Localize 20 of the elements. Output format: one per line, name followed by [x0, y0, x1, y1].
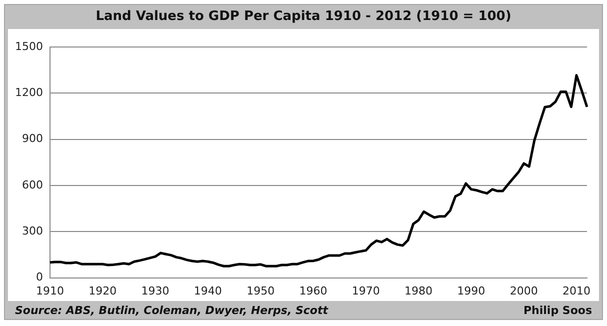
x-tick-label: 1930	[141, 284, 170, 298]
source-note: Source: ABS, Butlin, Coleman, Dwyer, Herps, Scott	[15, 304, 328, 317]
y-tick-label: 900	[22, 132, 43, 146]
chart-title: Land Values to GDP Per Capita 1910 - 2012 (1910 = 100)	[94, 8, 512, 26]
y-tick-label: 300	[22, 224, 43, 238]
x-tick-label: 1970	[352, 284, 380, 298]
x-tick-label: 1910	[36, 284, 64, 298]
y-tick-label: 600	[22, 178, 43, 192]
x-tick-label: 1990	[457, 284, 486, 298]
x-tick-label: 1980	[404, 284, 433, 298]
x-tick-label: 1960	[299, 284, 328, 298]
x-tick-label: 1940	[194, 284, 222, 298]
y-tick-label: 1500	[14, 40, 43, 53]
y-tick-label: 1200	[14, 86, 43, 100]
x-tick-label: 2010	[562, 284, 590, 298]
x-tick-label: 1920	[88, 284, 117, 298]
x-tick-label: 2000	[510, 284, 538, 298]
y-tick-label: 0	[36, 270, 43, 284]
text: Philip Soos	[524, 303, 592, 319]
x-tick-label: 1950	[246, 284, 275, 298]
